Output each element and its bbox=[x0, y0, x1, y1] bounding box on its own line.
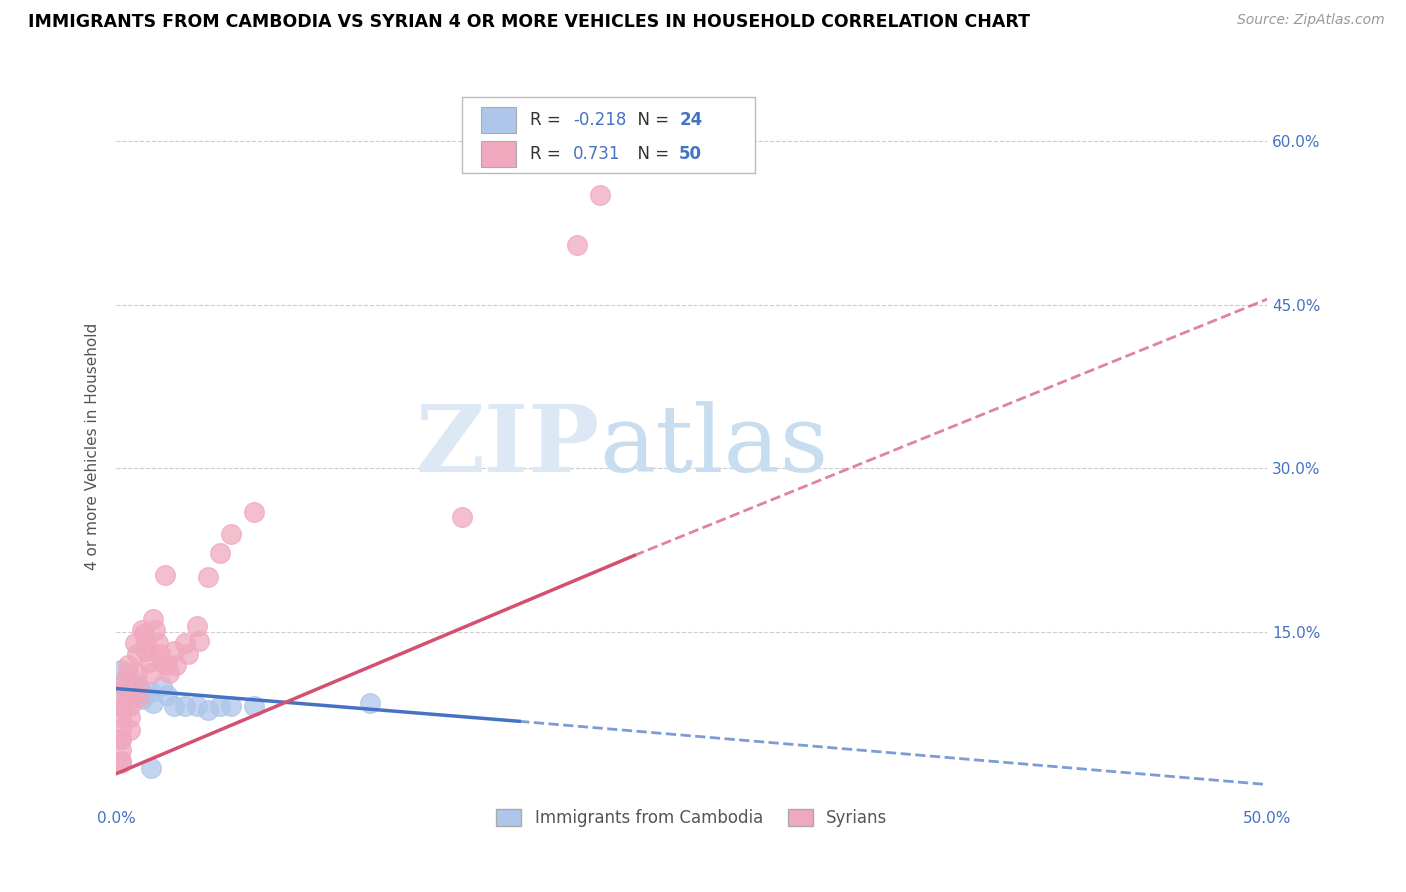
Text: R =: R = bbox=[530, 145, 571, 163]
Point bbox=[117, 677, 139, 691]
Point bbox=[145, 623, 167, 637]
Point bbox=[165, 657, 187, 672]
Point bbox=[110, 731, 132, 746]
Point bbox=[139, 685, 162, 699]
Point bbox=[110, 754, 132, 768]
Point bbox=[163, 644, 186, 658]
Point bbox=[139, 761, 162, 775]
Point bbox=[125, 666, 148, 681]
Point bbox=[131, 623, 153, 637]
Point bbox=[120, 723, 142, 737]
FancyBboxPatch shape bbox=[481, 107, 516, 133]
Point bbox=[124, 679, 146, 693]
Point bbox=[112, 673, 135, 688]
Legend: Immigrants from Cambodia, Syrians: Immigrants from Cambodia, Syrians bbox=[489, 803, 894, 834]
Text: IMMIGRANTS FROM CAMBODIA VS SYRIAN 4 OR MORE VEHICLES IN HOUSEHOLD CORRELATION C: IMMIGRANTS FROM CAMBODIA VS SYRIAN 4 OR … bbox=[28, 13, 1031, 31]
Y-axis label: 4 or more Vehicles in Household: 4 or more Vehicles in Household bbox=[86, 323, 100, 570]
Text: ZIP: ZIP bbox=[415, 401, 600, 491]
Point bbox=[110, 721, 132, 735]
Point bbox=[117, 685, 139, 699]
Point bbox=[157, 666, 180, 681]
Point bbox=[208, 699, 231, 714]
Point bbox=[149, 647, 172, 661]
Point bbox=[163, 699, 186, 714]
Text: 50: 50 bbox=[679, 145, 702, 163]
Text: Source: ZipAtlas.com: Source: ZipAtlas.com bbox=[1237, 13, 1385, 28]
Point bbox=[565, 237, 588, 252]
Point bbox=[112, 677, 135, 691]
FancyBboxPatch shape bbox=[461, 97, 755, 173]
Text: atlas: atlas bbox=[600, 401, 830, 491]
Point bbox=[128, 681, 150, 696]
Point bbox=[128, 679, 150, 693]
Point bbox=[131, 692, 153, 706]
Point bbox=[112, 688, 135, 702]
Point bbox=[156, 688, 179, 702]
Point bbox=[243, 699, 266, 714]
Point bbox=[125, 688, 148, 702]
Point bbox=[221, 526, 243, 541]
Text: N =: N = bbox=[627, 145, 675, 163]
Point bbox=[142, 696, 165, 710]
Point bbox=[150, 656, 173, 670]
Point bbox=[359, 696, 381, 710]
Text: -0.218: -0.218 bbox=[574, 111, 627, 129]
Point bbox=[146, 636, 169, 650]
Point bbox=[125, 647, 148, 661]
Point bbox=[121, 673, 143, 688]
Point bbox=[450, 510, 472, 524]
Text: N =: N = bbox=[627, 111, 675, 129]
Point bbox=[174, 636, 197, 650]
Point bbox=[112, 701, 135, 715]
Point bbox=[186, 619, 208, 633]
Point bbox=[120, 710, 142, 724]
Point bbox=[135, 644, 157, 658]
Point bbox=[197, 570, 219, 584]
Point bbox=[139, 666, 162, 681]
Point bbox=[156, 657, 179, 672]
Point bbox=[121, 688, 143, 702]
Point bbox=[120, 699, 142, 714]
Point bbox=[243, 505, 266, 519]
Point bbox=[188, 633, 211, 648]
Text: R =: R = bbox=[530, 111, 565, 129]
Point bbox=[142, 612, 165, 626]
Point bbox=[132, 627, 155, 641]
Point bbox=[120, 690, 142, 705]
Point bbox=[110, 731, 132, 746]
Text: 0.731: 0.731 bbox=[574, 145, 620, 163]
Point bbox=[128, 690, 150, 705]
Point bbox=[589, 188, 612, 202]
Point bbox=[124, 636, 146, 650]
Point bbox=[153, 568, 176, 582]
Point bbox=[117, 657, 139, 672]
Point bbox=[110, 756, 132, 770]
Point bbox=[138, 656, 160, 670]
Point bbox=[208, 546, 231, 560]
Point bbox=[110, 699, 132, 714]
Point bbox=[186, 699, 208, 714]
Point bbox=[176, 647, 198, 661]
Point bbox=[135, 636, 157, 650]
Point bbox=[221, 699, 243, 714]
Point bbox=[197, 703, 219, 717]
Point bbox=[150, 679, 173, 693]
Text: 24: 24 bbox=[679, 111, 703, 129]
Point bbox=[117, 666, 139, 681]
Point bbox=[114, 681, 136, 696]
Point bbox=[132, 687, 155, 701]
Point bbox=[110, 742, 132, 756]
Point bbox=[110, 710, 132, 724]
Point bbox=[110, 663, 132, 677]
Point bbox=[174, 699, 197, 714]
FancyBboxPatch shape bbox=[481, 141, 516, 167]
